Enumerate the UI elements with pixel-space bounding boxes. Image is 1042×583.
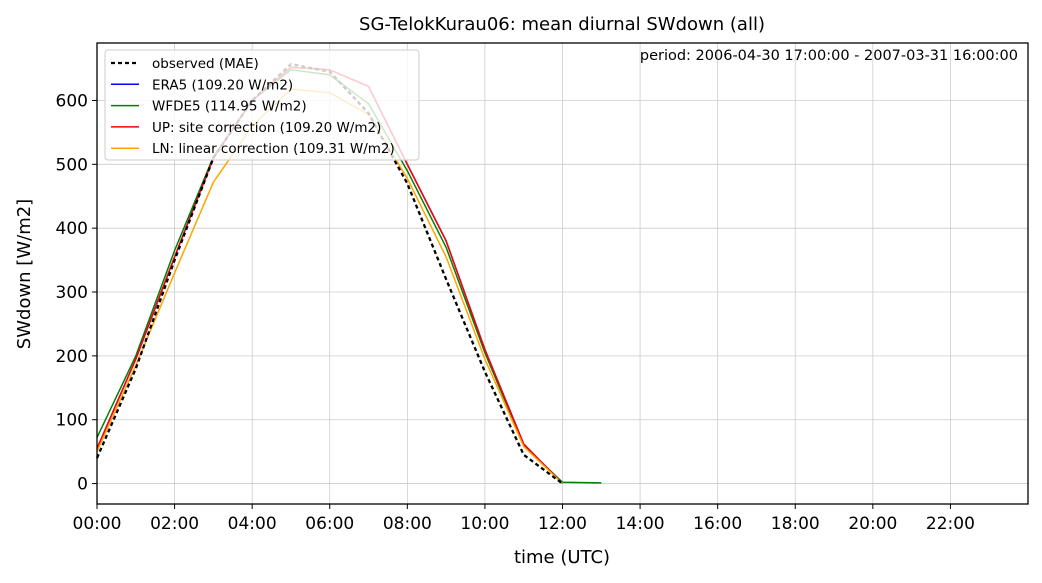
y-tick-label: 600 [56, 91, 88, 111]
y-tick-label: 400 [56, 219, 88, 239]
x-tick-label: 04:00 [228, 514, 277, 534]
y-tick-label: 500 [56, 155, 88, 175]
x-tick-label: 08:00 [383, 514, 432, 534]
legend-box [104, 49, 420, 161]
x-tick-label: 00:00 [73, 514, 122, 534]
y-tick-label: 100 [56, 411, 88, 431]
y-axis: 0 100 200 300 400 500 600 [56, 91, 97, 495]
y-tick-label: 200 [56, 347, 88, 367]
x-tick-label: 22:00 [926, 514, 975, 534]
legend: observed (MAE) ERA5 (109.20 W/m2) WFDE5 (1… [104, 49, 420, 161]
x-axis: 00:00 02:00 04:00 06:00 08:00 10:00 12:00 14:00… [73, 504, 975, 534]
y-axis-label: SWdown [W/m2] [14, 199, 35, 349]
x-tick-label: 10:00 [460, 514, 509, 534]
period-annotation: period: 2006-04-30 17:00:00 - 2007-03-31… [640, 48, 1018, 64]
x-tick-label: 16:00 [693, 514, 742, 534]
x-tick-label: 20:00 [848, 514, 897, 534]
y-tick-label: 300 [56, 283, 88, 303]
x-tick-label: 12:00 [538, 514, 587, 534]
x-tick-label: 02:00 [150, 514, 199, 534]
chart-title: SG-TelokKurau06: mean diurnal SWdown (al… [359, 14, 765, 35]
legend-label: UP: site correction (109.20 W/m2) [152, 120, 381, 136]
y-tick-label: 0 [77, 475, 88, 495]
x-tick-label: 18:00 [771, 514, 820, 534]
legend-label: LN: linear correction (109.31 W/m2) [152, 141, 395, 157]
x-tick-label: 14:00 [616, 514, 665, 534]
x-axis-label: time (UTC) [514, 547, 610, 568]
x-tick-label: 06:00 [305, 514, 354, 534]
legend-label: ERA5 (109.20 W/m2) [152, 77, 293, 93]
legend-label: observed (MAE) [152, 56, 259, 72]
legend-label: WFDE5 (114.95 W/m2) [152, 99, 307, 115]
